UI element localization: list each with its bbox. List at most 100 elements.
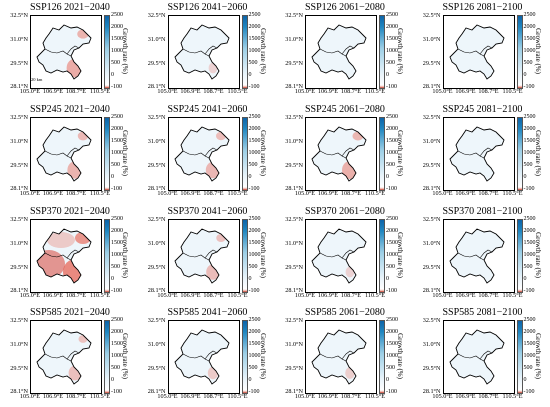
lon-tick-label: 106.9°E: [42, 189, 64, 197]
lon-tick-label: 108.7°E: [203, 393, 224, 401]
map-panel: SSP126 2021−2040 32.5°N 31.0°N 29.5°N 28.1°N…: [0, 0, 138, 102]
colorbar: [379, 116, 385, 191]
colorbar-tick: 2500: [386, 215, 398, 222]
lat-tick-label: 28.1°N: [285, 83, 303, 90]
colorbar-tick: 0: [386, 72, 389, 78]
panel-title: SSP245 2021−2040: [30, 103, 110, 115]
lat-tick-label: 28.1°N: [147, 388, 166, 396]
lon-tick-label: 106.9°E: [317, 291, 339, 299]
colorbar-tick: -100: [386, 185, 397, 192]
colorbar-tick: 1500: [248, 36, 261, 42]
colorbar-tick: -100: [523, 389, 535, 396]
colorbar-tick: 0: [523, 377, 527, 384]
lat-tick-label: 31.0°N: [422, 239, 441, 247]
colorbar-tick: 1500: [386, 341, 398, 348]
colorbar-label: Growth rate (%): [396, 28, 404, 74]
colorbar: [516, 116, 523, 191]
lat-tick-label: 32.5°N: [285, 12, 303, 19]
colorbar: [241, 218, 248, 293]
lat-tick-label: 32.5°N: [422, 317, 441, 325]
lat-tick-label: 28.1°N: [10, 388, 28, 396]
colorbar-tick: 2000: [248, 329, 261, 336]
subregion-border: [204, 249, 217, 258]
lat-tick-label: 32.5°N: [10, 317, 28, 325]
lon-tick-label: 108.7°E: [340, 88, 362, 95]
lat-tick-label: 32.5°N: [147, 215, 166, 223]
colorbar-tick: 2500: [248, 215, 261, 222]
lon-tick-label: 110.5°E: [502, 88, 523, 95]
colorbar-tick: 1000: [386, 251, 398, 258]
subregion-border: [479, 147, 492, 156]
subregion-border: [479, 249, 492, 258]
lat-tick-label: 28.1°N: [147, 184, 166, 192]
lon-tick-label: 110.5°E: [227, 88, 248, 95]
map-frame: [167, 218, 240, 293]
map-panel: SSP370 2061−2080 32.5°N 31.0°N 29.5°N 28.1°N…: [275, 204, 413, 306]
colorbar: [379, 320, 385, 395]
colorbar-tick: 500: [523, 60, 533, 66]
subregion-border: [341, 147, 355, 156]
colorbar-tick: 500: [111, 60, 120, 66]
lon-tick-label: 106.9°E: [455, 189, 476, 197]
panel-title: SSP585 2081−2100: [442, 307, 523, 319]
colorbar: [104, 320, 110, 395]
colorbar-tick: 1000: [111, 353, 123, 360]
colorbar-tick: -100: [111, 287, 122, 294]
colorbar-tick: 2500: [111, 113, 123, 120]
map-panel: SSP126 2041−2060 32.5°N 31.0°N 29.5°N 28.1°N…: [138, 0, 276, 102]
region-outline: [448, 329, 505, 385]
lat-tick-label: 31.0°N: [147, 239, 166, 247]
subregion-border: [182, 353, 209, 362]
map-panel: SSP370 2081−2100 32.5°N 31.0°N 29.5°N 28.1°N…: [413, 204, 550, 306]
lat-tick-label: 31.0°N: [285, 137, 303, 145]
region-outline: [311, 126, 367, 182]
lat-tick-label: 28.1°N: [147, 83, 166, 90]
colorbar-tick: 1500: [248, 239, 261, 246]
lat-tick-label: 29.5°N: [422, 161, 441, 169]
lat-tick-label: 32.5°N: [147, 113, 166, 121]
region-map: [173, 227, 230, 284]
colorbar-tick: 500: [523, 263, 533, 270]
colorbar-tick: 1000: [523, 48, 536, 54]
lat-tick-label: 31.0°N: [10, 36, 28, 43]
lat-tick-label: 28.1°N: [285, 388, 303, 396]
colorbar-tick: 1500: [386, 36, 398, 42]
colorbar-tick: 1500: [523, 36, 536, 42]
panel-title: SSP585 2021−2040: [30, 307, 110, 319]
colorbar-tick: 500: [386, 263, 395, 270]
colorbar-label: Growth rate (%): [258, 333, 267, 380]
lon-tick-label: 108.7°E: [478, 393, 499, 401]
colorbar-tick: 1500: [386, 239, 398, 246]
map-frame: [442, 15, 515, 89]
subregion-border: [341, 249, 355, 258]
lon-tick-label: 108.7°E: [478, 189, 499, 197]
map-panel: SSP370 2021−2040 32.5°N 31.0°N 29.5°N 28.1°N…: [0, 204, 138, 306]
region-outline: [173, 126, 230, 182]
lon-tick-label: 106.9°E: [455, 88, 476, 95]
colorbar-tick: 0: [386, 275, 389, 282]
region-outline: [173, 329, 230, 385]
lat-tick-label: 28.1°N: [285, 184, 303, 192]
panel-title: SSP126 2061−2080: [305, 2, 385, 13]
hotspot-southeast: [345, 266, 355, 277]
colorbar-tick: 500: [111, 365, 120, 372]
colorbar-tick: 1500: [111, 239, 123, 246]
region-map: [448, 126, 505, 182]
panel-title: SSP126 2021−2040: [30, 2, 110, 13]
colorbar-tick: -100: [386, 389, 397, 396]
colorbar: [516, 15, 523, 89]
lon-tick-label: 105.0°E: [294, 189, 316, 197]
colorbar-tick: 2500: [248, 317, 261, 324]
subregion-border: [341, 350, 355, 360]
lon-tick-label: 108.7°E: [478, 291, 499, 299]
map-frame: [305, 116, 377, 191]
lon-tick-label: 110.5°E: [227, 393, 248, 401]
colorbar-tick: 0: [386, 377, 389, 384]
lat-tick-label: 32.5°N: [285, 113, 303, 121]
colorbar-tick: 1000: [248, 149, 261, 156]
colorbar: [241, 15, 248, 89]
colorbar-tick: 1000: [523, 353, 536, 360]
lat-tick-label: 28.1°N: [422, 286, 441, 294]
lat-tick-label: 29.5°N: [422, 263, 441, 271]
